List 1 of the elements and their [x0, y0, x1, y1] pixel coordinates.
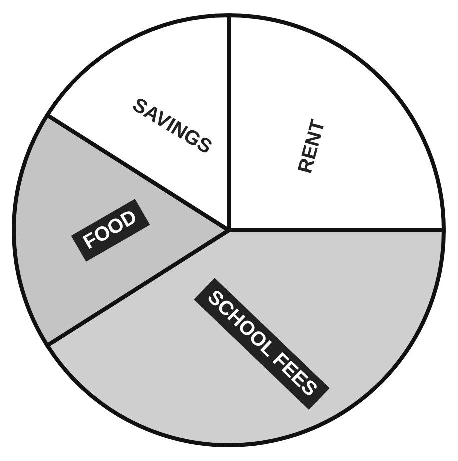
slice-label: RENT [294, 118, 330, 176]
